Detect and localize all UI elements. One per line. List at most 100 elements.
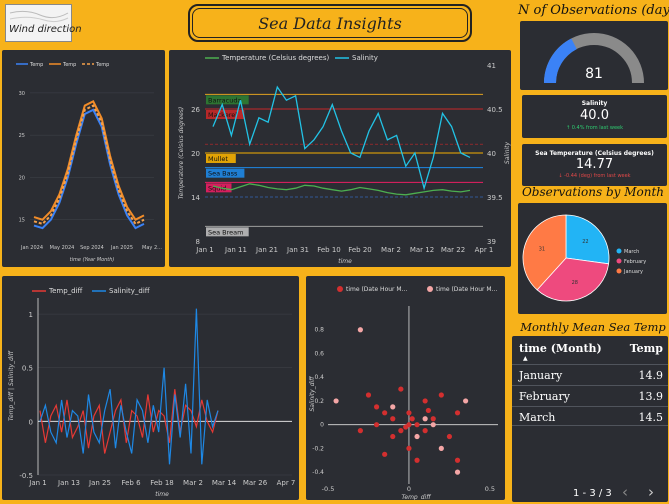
table-header-month-label: time (Month)	[519, 342, 602, 355]
pie-slice-label: 28	[572, 280, 578, 286]
table-cell-temp: 14.5	[638, 411, 664, 424]
temp-salinity-chart-panel: Temperature (Celsius degrees) Salinity 26 2…	[169, 50, 511, 267]
y-tick-label: 0	[320, 422, 324, 429]
x-tick-label: Mar 14	[212, 479, 237, 487]
y-tick-label: 0.5	[22, 365, 33, 373]
scatter-point	[357, 327, 363, 333]
threshold-label: Squid	[208, 184, 226, 192]
y2-tick-label: 40.5	[487, 106, 503, 114]
y2-tick-label: 39.5	[487, 194, 503, 202]
threshold-label-bg	[206, 95, 249, 105]
salinity-kpi-value: 40.0	[580, 108, 609, 123]
scatter-point	[422, 428, 428, 434]
x-tick-label: Jan 11	[224, 246, 247, 254]
scatter-chart-panel: time (Date Hour M... time (Date Hour M...…	[306, 276, 505, 501]
y-axis-label: Salinity_diff	[309, 376, 316, 412]
sea-temp-kpi-label: Sea Temperature (Celsius degrees)	[535, 150, 654, 157]
scatter-point	[454, 469, 461, 475]
y-tick-label: 0.6	[314, 350, 324, 357]
pie-slice	[565, 214, 610, 265]
pie-slice	[522, 214, 567, 291]
table-row: March 14.5	[512, 406, 668, 426]
x-tick-label: Sep 2024	[80, 245, 104, 251]
table-header-month[interactable]: time (Month)	[519, 342, 602, 355]
y-tick-label: -0.2	[312, 445, 324, 452]
salinity-kpi-delta: ↑ 0.4% from last week	[565, 125, 624, 131]
threshold-label-bg	[206, 227, 249, 237]
x-tick-label: 0	[407, 485, 411, 493]
pie-slice-label: 31	[539, 247, 545, 253]
series-line	[33, 104, 145, 226]
scatter-point	[373, 422, 380, 428]
threshold-label-bg	[206, 154, 236, 163]
table-header-temp[interactable]: Temp	[629, 342, 663, 355]
y-tick-label: -0.4	[312, 469, 324, 476]
scatter-point	[390, 404, 396, 410]
y-tick-label: 15	[19, 218, 25, 224]
legend-label: Temp	[95, 62, 109, 68]
prev-page-chevron-icon[interactable]: ‹	[622, 483, 628, 501]
pie-chart: 22 March 28 February 31 January	[522, 214, 646, 302]
sort-indicator-icon[interactable]: ▲	[523, 355, 528, 362]
x-tick-label: Jan 31	[286, 246, 309, 254]
temp-diff-line	[39, 389, 219, 454]
y-tick-label: 30	[19, 91, 25, 97]
page-title: Sea Data Insights	[192, 8, 468, 38]
monthly-table-panel: time (Month) ▲ Temp January 14.9 Februar…	[512, 336, 668, 502]
legend-label: Temp	[29, 62, 43, 68]
x-tick-label: Mar 26	[243, 479, 268, 487]
legend-label: February	[624, 259, 646, 265]
gauge-title: N of Observations (days)	[518, 3, 669, 18]
x-tick-label: Jan 13	[57, 479, 80, 487]
y-tick-label: 26	[191, 106, 200, 114]
scatter-point	[406, 445, 412, 451]
y-tick-label: 25	[19, 133, 25, 139]
scatter-point	[357, 428, 363, 434]
scatter-point	[398, 386, 404, 392]
gauge-panel: 81	[520, 21, 668, 90]
x-axis-label: Temp_diff	[401, 494, 431, 500]
threshold-label: Mullet	[208, 155, 228, 163]
scatter-point	[406, 410, 412, 416]
y-tick-label: 0.2	[314, 398, 324, 405]
scatter-point	[382, 410, 388, 416]
y-tick-label: 20	[191, 150, 200, 158]
gauge-fill	[544, 38, 578, 84]
gauge-value: 81	[585, 66, 603, 82]
x-tick-label: Mar 22	[441, 246, 465, 254]
threshold-label: Sea Bream	[208, 228, 243, 236]
next-page-chevron-icon[interactable]: ›	[648, 483, 654, 501]
pie-slice	[536, 257, 610, 302]
table-cell-month: February	[519, 390, 570, 403]
logo-text: Wind direction	[9, 24, 82, 35]
x-tick-label: Jan 1	[28, 479, 46, 487]
y-tick-label: 0.4	[314, 374, 324, 381]
scatter-point	[422, 416, 428, 422]
legend-label: time (Date Hour M...	[346, 286, 407, 293]
y-tick-label: 1	[29, 311, 33, 319]
x-tick-label: Feb 18	[150, 479, 174, 487]
x-tick-label: Jan 25	[88, 479, 111, 487]
legend-label: March	[624, 249, 639, 255]
legend-label: Temp	[62, 62, 76, 68]
y-tick-label: 8	[196, 238, 200, 246]
threshold-label: Sea Bass	[208, 170, 238, 178]
scatter-point	[438, 445, 444, 451]
sea-temp-kpi-panel: Sea Temperature (Celsius degrees) 14.77 …	[522, 144, 667, 186]
scatter-point	[373, 404, 380, 410]
legend-swatch	[616, 258, 622, 264]
pie-panel: 22 March 28 February 31 January	[518, 203, 667, 314]
table-cell-temp: 14.9	[638, 369, 664, 382]
salinity-kpi-label: Salinity	[581, 100, 608, 107]
x-tick-label: May 2024	[50, 245, 75, 251]
x-axis-label: time	[338, 258, 352, 265]
yearly-temp-chart-panel: Temp Temp Temp 30 25 20 15 Jan 2024 May 2024 Sep …	[2, 50, 165, 267]
y-tick-label: 20	[19, 175, 25, 181]
salinity-kpi-panel: Salinity 40.0 ↑ 0.4% from last week	[522, 95, 667, 138]
threshold-label-bg	[206, 168, 245, 178]
sea-temp-kpi-delta: ↓ -0.44 (deg) from last week	[558, 173, 631, 179]
scatter-point	[390, 416, 396, 422]
logo: Wind direction	[5, 4, 82, 42]
scatter-point	[454, 410, 461, 416]
table-title: Monthly Mean Sea Temp	[520, 320, 666, 334]
